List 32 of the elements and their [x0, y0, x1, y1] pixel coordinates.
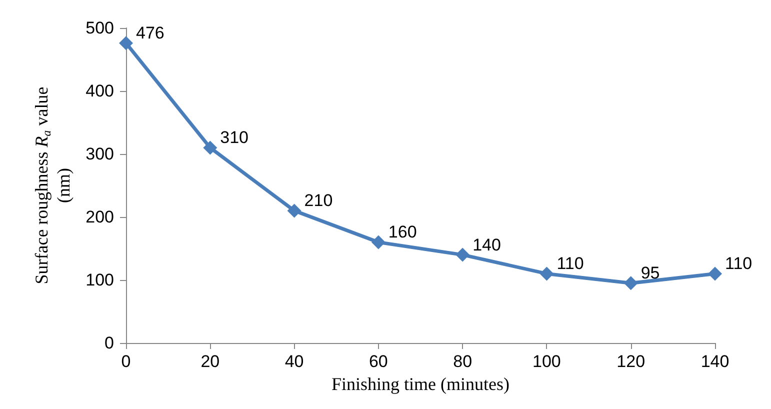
- x-tick-label: 40: [284, 352, 304, 371]
- x-tick-label: 60: [368, 352, 388, 371]
- y-tick-label: 400: [86, 82, 114, 100]
- x-tick-label: 20: [200, 352, 220, 371]
- x-tick-label: 80: [453, 352, 472, 371]
- data-label: 310: [220, 128, 249, 148]
- x-tick-label: 120: [616, 352, 646, 371]
- x-tick-label: 0: [121, 352, 131, 371]
- data-label: 140: [472, 235, 501, 254]
- x-tick-label: 140: [700, 352, 730, 371]
- data-label: 95: [640, 264, 660, 283]
- point: [708, 266, 722, 281]
- data-label: 210: [304, 191, 333, 210]
- y-tick-label: 0: [104, 334, 114, 352]
- point: [456, 248, 470, 262]
- point: [624, 276, 638, 290]
- y-tick-label: 100: [86, 270, 114, 290]
- data-label: 160: [388, 222, 417, 242]
- point: [287, 204, 302, 218]
- point: [203, 140, 218, 155]
- point: [540, 266, 554, 281]
- data-label: 110: [725, 254, 752, 274]
- y-tick-label: 200: [86, 208, 114, 226]
- x-axis-title: Finishing time (minutes): [332, 374, 510, 394]
- y-tick-label: 500: [86, 18, 114, 38]
- y-tick-label: 300: [86, 144, 114, 164]
- text: Surface roughness Ra value (nm): [32, 86, 74, 284]
- data-label: 110: [556, 254, 584, 274]
- point: [119, 36, 133, 50]
- x-tick-label: 100: [532, 352, 561, 371]
- point: [371, 235, 386, 250]
- data-label: 476: [136, 24, 164, 43]
